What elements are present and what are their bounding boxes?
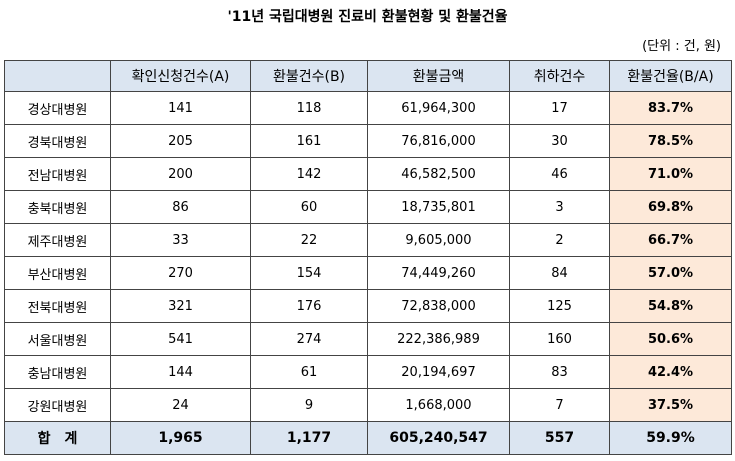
table-row: 충남대병원 144 61 20,194,697 83 42.4% [4, 355, 732, 389]
unit-note: (단위 : 건, 원) [642, 39, 721, 54]
cell: 78.5% [609, 124, 732, 158]
cell: 전남대병원 [4, 157, 111, 191]
cell: 61,964,300 [367, 91, 510, 125]
cell: 66.7% [609, 223, 732, 257]
cell: 74,449,260 [367, 256, 510, 290]
cell: 9,605,000 [367, 223, 510, 257]
cell: 제주대병원 [4, 223, 111, 257]
cell: 69.8% [609, 190, 732, 224]
cell: 142 [250, 157, 368, 191]
refund-table: 확인신청건수(A) 환불건수(B) 환불금액 취하건수 환불건율(B/A) 경상대병원 1… [4, 60, 732, 455]
cell: 57.0% [609, 256, 732, 290]
cell: 30 [509, 124, 610, 158]
cell: 161 [250, 124, 368, 158]
cell: 160 [509, 322, 610, 356]
column-header: 환불건율(B/A) [609, 60, 732, 92]
table-row: 부산대병원 270 154 74,449,260 84 57.0% [4, 256, 732, 290]
cell: 61 [250, 355, 368, 389]
cell: 22 [250, 223, 368, 257]
cell: 71.0% [609, 157, 732, 191]
total-cell: 605,240,547 [367, 421, 510, 455]
table-row: 경상대병원 141 118 61,964,300 17 83.7% [4, 91, 732, 125]
cell: 84 [509, 256, 610, 290]
cell: 46,582,500 [367, 157, 510, 191]
cell: 83 [509, 355, 610, 389]
cell: 83.7% [609, 91, 732, 125]
cell: 76,816,000 [367, 124, 510, 158]
column-header: 환불금액 [367, 60, 510, 92]
cell: 125 [509, 289, 610, 323]
cell: 경상대병원 [4, 91, 111, 125]
table-row: 서울대병원 541 274 222,386,989 160 50.6% [4, 322, 732, 356]
cell: 541 [110, 322, 251, 356]
cell: 20,194,697 [367, 355, 510, 389]
cell: 33 [110, 223, 251, 257]
cell: 154 [250, 256, 368, 290]
cell: 강원대병원 [4, 388, 111, 422]
total-cell: 1,177 [250, 421, 368, 455]
cell: 205 [110, 124, 251, 158]
cell: 274 [250, 322, 368, 356]
cell: 60 [250, 190, 368, 224]
cell: 전북대병원 [4, 289, 111, 323]
total-cell: 합 계 [4, 421, 111, 455]
cell: 서울대병원 [4, 322, 111, 356]
cell: 부산대병원 [4, 256, 111, 290]
cell: 7 [509, 388, 610, 422]
cell: 72,838,000 [367, 289, 510, 323]
cell: 46 [509, 157, 610, 191]
cell: 141 [110, 91, 251, 125]
table-row: 전남대병원 200 142 46,582,500 46 71.0% [4, 157, 732, 191]
cell: 18,735,801 [367, 190, 510, 224]
total-cell: 557 [509, 421, 610, 455]
title: '11년 국립대병원 진료비 환불현황 및 환불건율 [227, 9, 508, 25]
cell: 321 [110, 289, 251, 323]
cell: 2 [509, 223, 610, 257]
table-row: 충북대병원 86 60 18,735,801 3 69.8% [4, 190, 732, 224]
table-row: 강원대병원 24 9 1,668,000 7 37.5% [4, 388, 732, 422]
cell: 충북대병원 [4, 190, 111, 224]
cell: 144 [110, 355, 251, 389]
cell: 42.4% [609, 355, 732, 389]
cell: 270 [110, 256, 251, 290]
cell: 37.5% [609, 388, 732, 422]
column-header: 확인신청건수(A) [110, 60, 251, 92]
cell: 1,668,000 [367, 388, 510, 422]
table-row: 전북대병원 321 176 72,838,000 125 54.8% [4, 289, 732, 323]
cell: 3 [509, 190, 610, 224]
header-row: 확인신청건수(A) 환불건수(B) 환불금액 취하건수 환불건율(B/A) [4, 60, 732, 92]
cell: 충남대병원 [4, 355, 111, 389]
column-header: 취하건수 [509, 60, 610, 92]
cell: 24 [110, 388, 251, 422]
cell: 50.6% [609, 322, 732, 356]
cell: 176 [250, 289, 368, 323]
column-header [4, 60, 111, 92]
table-row: 경북대병원 205 161 76,816,000 30 78.5% [4, 124, 732, 158]
total-row: 합 계 1,965 1,177 605,240,547 557 59.9% [4, 421, 732, 455]
total-cell: 1,965 [110, 421, 251, 455]
cell: 200 [110, 157, 251, 191]
cell: 118 [250, 91, 368, 125]
cell: 222,386,989 [367, 322, 510, 356]
cell: 17 [509, 91, 610, 125]
total-cell: 59.9% [609, 421, 732, 455]
table-body: 경상대병원 141 118 61,964,300 17 83.7% 경북대병원 205 161 7… [4, 91, 732, 455]
cell: 54.8% [609, 289, 732, 323]
table-row: 제주대병원 33 22 9,605,000 2 66.7% [4, 223, 732, 257]
column-header: 환불건수(B) [250, 60, 368, 92]
cell: 경북대병원 [4, 124, 111, 158]
cell: 86 [110, 190, 251, 224]
cell: 9 [250, 388, 368, 422]
